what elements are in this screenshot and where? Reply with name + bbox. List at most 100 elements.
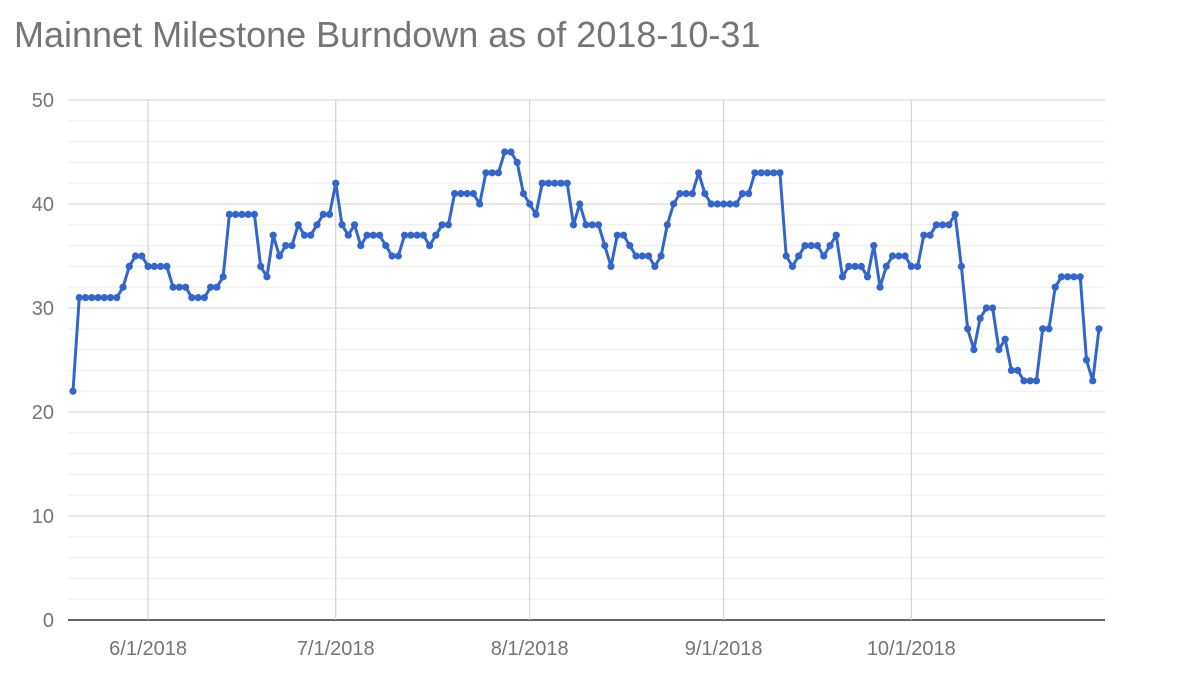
data-point[interactable] bbox=[813, 242, 822, 250]
data-point[interactable] bbox=[344, 231, 352, 239]
data-point[interactable] bbox=[263, 273, 271, 281]
data-point[interactable] bbox=[669, 200, 678, 208]
data-point[interactable] bbox=[338, 221, 346, 229]
data-point[interactable] bbox=[588, 221, 596, 229]
data-point[interactable] bbox=[169, 283, 177, 291]
data-point[interactable] bbox=[444, 221, 452, 229]
data-point[interactable] bbox=[688, 190, 696, 198]
data-point[interactable] bbox=[901, 252, 909, 260]
data-point[interactable] bbox=[501, 148, 509, 156]
data-point[interactable] bbox=[244, 210, 252, 218]
data-point[interactable] bbox=[188, 294, 196, 302]
data-point[interactable] bbox=[532, 210, 540, 218]
data-point[interactable] bbox=[275, 252, 284, 260]
data-point[interactable] bbox=[125, 262, 133, 270]
data-point[interactable] bbox=[707, 200, 715, 208]
data-point[interactable] bbox=[845, 262, 853, 270]
data-point[interactable] bbox=[519, 190, 528, 198]
data-point[interactable] bbox=[838, 273, 847, 281]
data-point[interactable] bbox=[738, 190, 747, 198]
data-point[interactable] bbox=[732, 200, 740, 208]
data-point[interactable] bbox=[432, 231, 440, 239]
data-point[interactable] bbox=[469, 190, 477, 198]
data-point[interactable] bbox=[763, 169, 772, 177]
data-point[interactable] bbox=[926, 231, 934, 239]
data-point[interactable] bbox=[863, 273, 872, 281]
data-point[interactable] bbox=[282, 242, 290, 250]
data-point[interactable] bbox=[782, 252, 790, 260]
data-point[interactable] bbox=[982, 304, 990, 312]
data-point[interactable] bbox=[594, 221, 603, 229]
data-point[interactable] bbox=[820, 252, 828, 260]
data-point[interactable] bbox=[870, 242, 878, 250]
data-point[interactable] bbox=[482, 169, 490, 177]
data-point[interactable] bbox=[1026, 377, 1034, 385]
data-point[interactable] bbox=[163, 262, 171, 270]
data-point[interactable] bbox=[294, 221, 302, 229]
data-point[interactable] bbox=[932, 221, 940, 229]
data-point[interactable] bbox=[319, 210, 327, 218]
data-point[interactable] bbox=[776, 169, 784, 177]
data-point[interactable] bbox=[945, 221, 953, 229]
data-point[interactable] bbox=[938, 221, 947, 229]
data-point[interactable] bbox=[119, 283, 127, 291]
data-point[interactable] bbox=[113, 294, 121, 302]
data-point[interactable] bbox=[976, 314, 984, 322]
data-point[interactable] bbox=[150, 262, 158, 270]
data-point[interactable] bbox=[632, 252, 640, 260]
data-point[interactable] bbox=[1014, 366, 1022, 374]
data-point[interactable] bbox=[438, 221, 446, 229]
data-point[interactable] bbox=[388, 252, 396, 260]
data-point[interactable] bbox=[807, 242, 815, 250]
data-point[interactable] bbox=[1007, 366, 1016, 374]
data-point[interactable] bbox=[357, 242, 365, 250]
data-point[interactable] bbox=[770, 169, 778, 177]
data-point[interactable] bbox=[476, 200, 484, 208]
data-point[interactable] bbox=[175, 283, 183, 291]
data-point[interactable] bbox=[676, 190, 684, 198]
data-point[interactable] bbox=[989, 304, 997, 312]
data-point[interactable] bbox=[551, 179, 559, 187]
data-point[interactable] bbox=[613, 231, 621, 239]
data-point[interactable] bbox=[1064, 273, 1072, 281]
data-point[interactable] bbox=[138, 252, 146, 260]
data-point[interactable] bbox=[1076, 273, 1084, 281]
data-point[interactable] bbox=[788, 262, 797, 270]
data-point[interactable] bbox=[382, 242, 390, 250]
data-point[interactable] bbox=[488, 169, 496, 177]
data-point[interactable] bbox=[131, 252, 140, 260]
data-point[interactable] bbox=[182, 283, 190, 291]
data-point[interactable] bbox=[200, 294, 208, 302]
data-point[interactable] bbox=[657, 252, 665, 260]
data-point[interactable] bbox=[156, 262, 165, 270]
data-point[interactable] bbox=[232, 210, 240, 218]
data-point[interactable] bbox=[888, 252, 897, 260]
data-point[interactable] bbox=[225, 210, 234, 218]
data-point[interactable] bbox=[307, 231, 315, 239]
data-point[interactable] bbox=[557, 179, 565, 187]
data-point[interactable] bbox=[826, 242, 834, 250]
data-point[interactable] bbox=[106, 294, 115, 302]
data-point[interactable] bbox=[1045, 325, 1053, 333]
data-point[interactable] bbox=[1082, 356, 1091, 364]
data-point[interactable] bbox=[207, 283, 215, 291]
data-point[interactable] bbox=[257, 262, 265, 270]
data-point[interactable] bbox=[563, 179, 571, 187]
data-point[interactable] bbox=[726, 200, 734, 208]
data-point[interactable] bbox=[463, 190, 471, 198]
data-point[interactable] bbox=[907, 262, 915, 270]
data-point[interactable] bbox=[720, 200, 728, 208]
data-point[interactable] bbox=[332, 179, 340, 187]
data-point[interactable] bbox=[957, 262, 965, 270]
data-point[interactable] bbox=[250, 210, 259, 218]
data-point[interactable] bbox=[513, 158, 521, 166]
data-point[interactable] bbox=[100, 294, 108, 302]
data-point[interactable] bbox=[607, 262, 615, 270]
data-point[interactable] bbox=[995, 346, 1003, 354]
data-point[interactable] bbox=[1039, 325, 1047, 333]
data-point[interactable] bbox=[526, 200, 534, 208]
data-point[interactable] bbox=[75, 294, 83, 302]
data-point[interactable] bbox=[701, 190, 709, 198]
data-point[interactable] bbox=[375, 231, 384, 239]
data-point[interactable] bbox=[695, 169, 703, 177]
